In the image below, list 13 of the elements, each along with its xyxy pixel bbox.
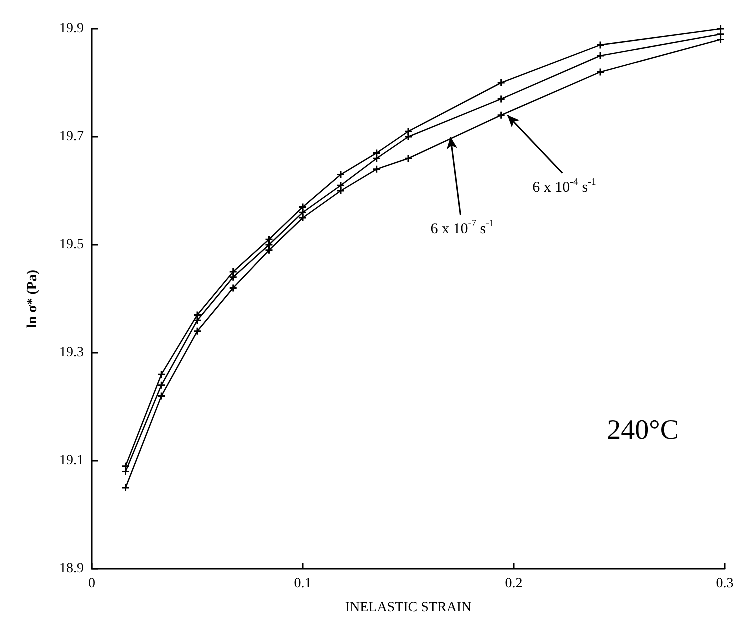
y-tick-label: 18.9 — [60, 562, 84, 576]
x-tick-label: 0.2 — [505, 576, 523, 592]
x-tick-label: 0.3 — [716, 576, 734, 592]
x-tick-label: 0 — [88, 576, 96, 592]
y-tick-label: 19.9 — [60, 22, 84, 36]
y-tick-label: 19.1 — [60, 454, 84, 468]
y-tick-label: 19.5 — [60, 238, 84, 252]
y-axis-title: ln σ* (Pa) — [26, 270, 40, 328]
annotation: 240°C — [607, 415, 679, 447]
x-tick-label: 0.1 — [294, 576, 312, 592]
y-tick-label: 19.7 — [60, 130, 84, 144]
y-tick-label: 19.3 — [60, 346, 84, 360]
x-axis-title: INELASTIC STRAIN — [345, 600, 472, 616]
